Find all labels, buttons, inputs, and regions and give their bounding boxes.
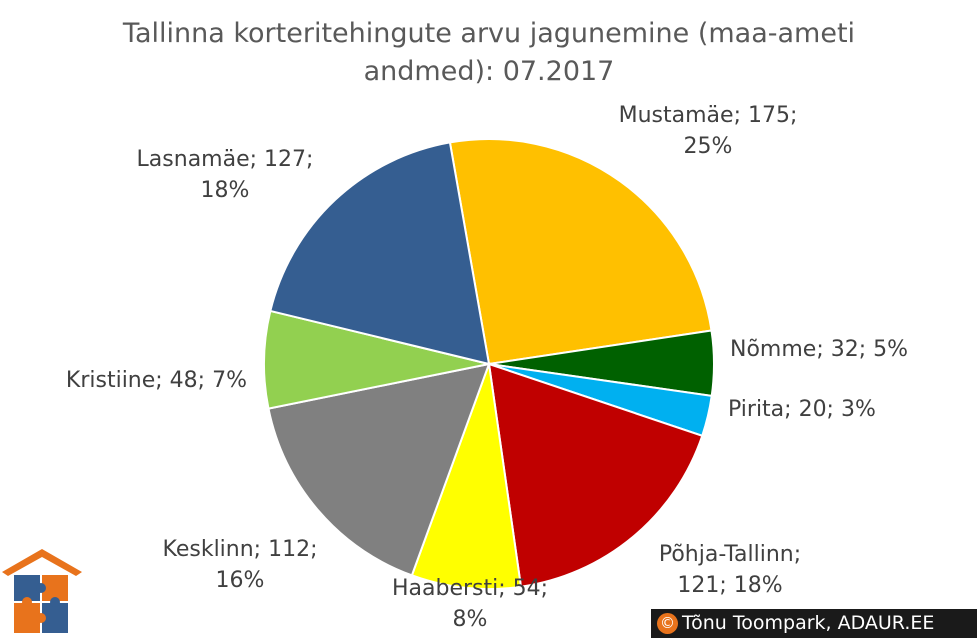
- logo-piece-2: [42, 575, 68, 601]
- data-label-line: Haabersti; 54;: [392, 576, 548, 601]
- logo-piece-4: [42, 603, 68, 633]
- data-label-lasnamäe: Lasnamäe; 127; 18%: [137, 147, 314, 203]
- pie-slice-mustamäe: [448, 138, 713, 366]
- data-label-line: 25%: [684, 134, 733, 159]
- chart-title-line: andmed): 07.2017: [364, 56, 615, 87]
- data-label-line: 121; 18%: [677, 573, 782, 598]
- data-label-line: Lasnamäe; 127;: [137, 147, 314, 172]
- data-label-line: Nõmme; 32; 5%: [730, 337, 908, 362]
- data-label-line: Pirita; 20; 3%: [728, 397, 876, 422]
- pie-slice-kesklinn: [267, 362, 491, 577]
- data-label-põhja-tallinn: Põhja-Tallinn; 121; 18%: [659, 542, 801, 598]
- copyright-text: Tõnu Toompark, ADAUR.EE: [682, 612, 935, 634]
- logo-knob-4: [36, 613, 46, 623]
- copyright-symbol: ©: [657, 613, 678, 634]
- data-label-line: Mustamäe; 175;: [619, 103, 798, 128]
- data-label-line: Kristiine; 48; 7%: [66, 368, 247, 393]
- pie-slices: [263, 138, 715, 590]
- data-label-kesklinn: Kesklinn; 112; 16%: [163, 537, 318, 593]
- logo-knob-1: [36, 583, 46, 593]
- pie-slice-põhja-tallinn: [487, 362, 704, 588]
- data-label-pirita: Pirita; 20; 3%: [728, 397, 876, 422]
- logo-knob-2: [22, 597, 32, 607]
- data-label-nõmme: Nõmme; 32; 5%: [730, 337, 908, 362]
- logo-knob-3: [50, 597, 60, 607]
- data-label-line: 18%: [201, 178, 250, 203]
- pie-slice-haabersti: [410, 363, 523, 590]
- chart-title: Tallinna korteritehingute arvu jagunemin…: [122, 18, 855, 87]
- house-puzzle-icon: [2, 549, 82, 633]
- data-label-line: 16%: [216, 568, 265, 593]
- logo-roof: [2, 549, 82, 576]
- data-label-line: Kesklinn; 112;: [163, 537, 318, 562]
- logo-piece-1: [14, 575, 40, 601]
- data-label-kristiine: Kristiine; 48; 7%: [66, 368, 247, 393]
- data-label-line: Põhja-Tallinn;: [659, 542, 801, 567]
- copyright-bar: © Tõnu Toompark, ADAUR.EE: [651, 609, 977, 638]
- pie-slice-lasnamäe: [269, 141, 491, 366]
- pie-data-labels: Mustamäe; 175; 25% Nõmme; 32; 5% Pirita; 20…: [66, 103, 908, 632]
- chart-title-line: Tallinna korteritehingute arvu jagunemin…: [122, 18, 855, 49]
- data-label-mustamäe: Mustamäe; 175; 25%: [619, 103, 798, 159]
- data-label-line: 8%: [453, 607, 488, 632]
- logo-piece-3: [14, 603, 40, 633]
- data-label-haabersti: Haabersti; 54; 8%: [392, 576, 548, 632]
